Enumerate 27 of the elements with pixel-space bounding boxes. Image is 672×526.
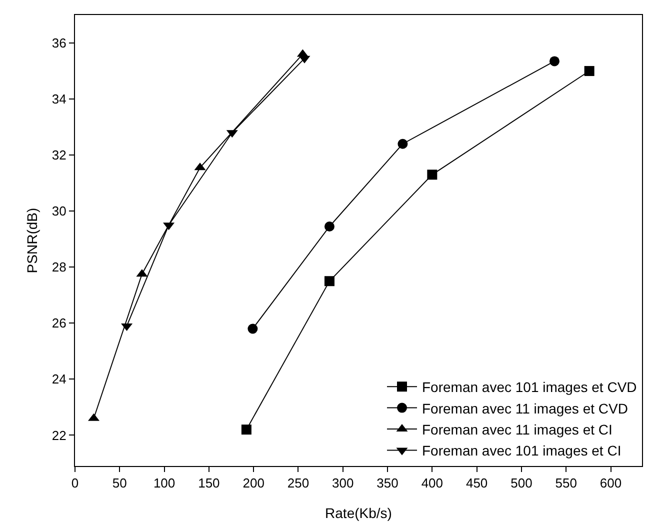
x-tick-label: 350 [376,476,398,491]
legend-label: Foreman avec 101 images et CVD [422,379,637,396]
x-tick-label: 450 [466,476,488,491]
x-tick-label: 300 [332,476,354,491]
x-tick-label: 600 [600,476,622,491]
y-axis-title: PSNR(dB) [24,208,40,274]
x-tick-label: 0 [71,476,79,491]
legend-label: Foreman avec 11 images et CVD [422,400,628,416]
y-tick-label: 26 [52,316,66,331]
x-tick-label: 550 [555,476,577,491]
y-tick-label: 28 [52,260,66,275]
y-tick-label: 24 [52,372,66,387]
x-tick-label: 100 [153,476,176,491]
x-tick-label: 200 [242,476,264,491]
x-tick-label: 50 [112,476,127,491]
legend-label: Foreman avec 11 images et CI [422,421,612,438]
y-tick-label: 30 [52,204,66,219]
legend-label: Foreman avec 101 images et CI [422,442,622,459]
y-tick-label: 22 [52,428,66,443]
y-tick-label: 32 [52,148,66,163]
x-tick-label: 500 [510,476,532,491]
y-tick-label: 36 [52,36,66,51]
x-tick-label: 150 [198,476,220,491]
x-tick-label: 400 [421,476,444,491]
x-tick-label: 250 [287,476,310,491]
x-axis-title: Rate(Kb/s) [325,505,392,521]
y-tick-label: 34 [52,92,66,107]
